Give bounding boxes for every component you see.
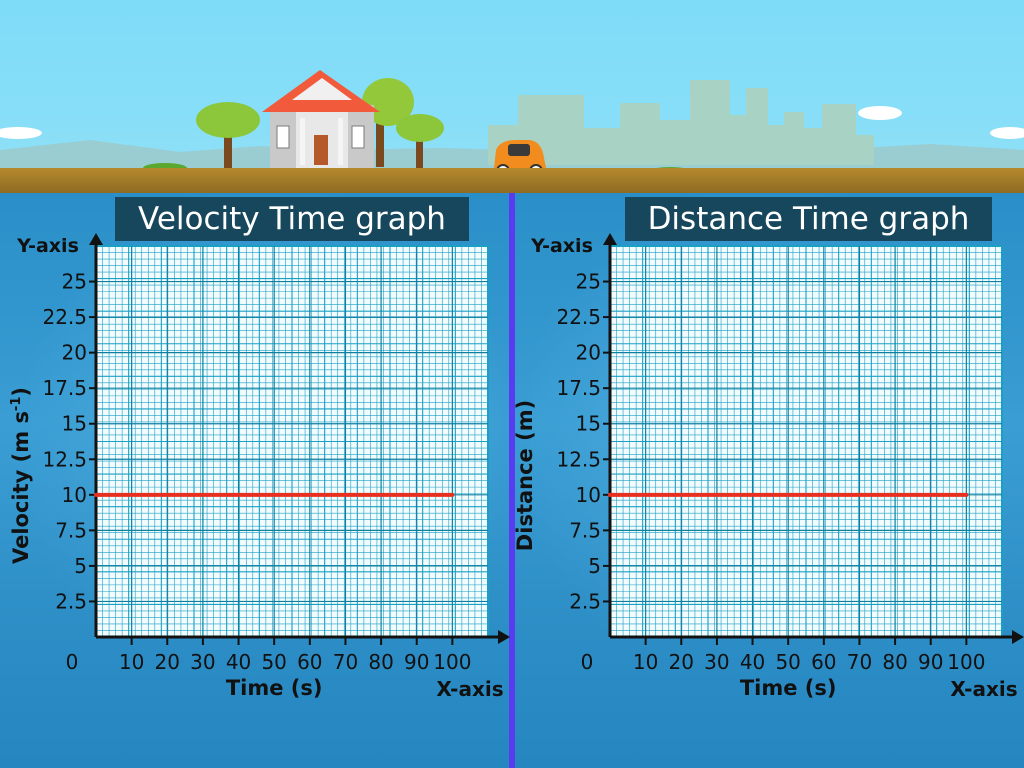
x-tick-label: 50	[775, 650, 800, 674]
y-tick-label: 15	[62, 412, 87, 436]
x-tick-label: 20	[669, 650, 694, 674]
x-tick-label: 20	[155, 650, 180, 674]
x-tick-label: 80	[882, 650, 907, 674]
y-axis-title: Distance (m)	[513, 400, 537, 551]
ground-strip	[0, 168, 1024, 194]
x-tick-label: 40	[226, 650, 251, 674]
y-axis-arrow-icon	[603, 233, 617, 245]
x-tick-label: 50	[261, 650, 286, 674]
grid-lines	[610, 246, 1002, 637]
origin-label: 0	[581, 650, 594, 674]
y-tick-label: 12.5	[556, 447, 601, 471]
tree-icon	[196, 78, 444, 168]
x-tick-label: 70	[333, 650, 358, 674]
y-tick-label: 2.5	[55, 589, 87, 613]
x-axis-arrow-icon	[1012, 630, 1024, 644]
y-axis-name: Y-axis	[530, 235, 593, 257]
y-tick-label: 17.5	[42, 376, 87, 400]
x-axis-name: X-axis	[950, 677, 1017, 701]
y-tick-label: 12.5	[42, 447, 87, 471]
y-tick-label: 25	[62, 270, 87, 294]
x-axis-name: X-axis	[436, 677, 503, 701]
x-tick-label: 70	[847, 650, 872, 674]
origin-label: 0	[66, 650, 79, 674]
x-tick-label: 60	[297, 650, 322, 674]
x-tick-label: 10	[119, 650, 144, 674]
y-axis-title-main: Velocity (m s	[9, 411, 33, 564]
y-axis-arrow-icon	[89, 233, 103, 245]
y-tick-label: 5	[588, 554, 601, 578]
y-tick-label: 7.5	[55, 518, 87, 542]
chart-title-velocity: Velocity Time graph	[115, 197, 469, 241]
x-tick-label: 100	[433, 650, 471, 674]
x-axis-title: Time (s)	[740, 676, 837, 700]
house-icon	[262, 70, 380, 170]
y-tick-label: 17.5	[556, 376, 601, 400]
x-tick-label: 40	[740, 650, 765, 674]
y-tick-label: 15	[576, 412, 601, 436]
x-tick-label: 90	[404, 650, 429, 674]
y-axis-title: Velocity (m s-1)	[9, 387, 33, 564]
x-tick-label: 30	[704, 650, 729, 674]
y-tick-label: 22.5	[556, 305, 601, 329]
y-tick-label: 2.5	[569, 589, 601, 613]
grid-lines	[96, 246, 488, 637]
x-axis-title: Time (s)	[226, 676, 323, 700]
x-tick-label: 90	[918, 650, 943, 674]
y-tick-label: 25	[576, 270, 601, 294]
cloud-icon	[0, 106, 1024, 139]
y-tick-label: 20	[62, 341, 87, 365]
y-axis-title-close: )	[9, 387, 33, 397]
y-tick-label: 10	[62, 483, 87, 507]
x-tick-label: 10	[633, 650, 658, 674]
y-axis-title-superscript: -1	[9, 397, 24, 411]
y-axis-name: Y-axis	[16, 235, 79, 257]
landscape	[0, 70, 1024, 178]
x-tick-label: 60	[811, 650, 836, 674]
y-tick-label: 20	[576, 341, 601, 365]
x-axis-arrow-icon	[498, 630, 510, 644]
x-tick-label: 80	[368, 650, 393, 674]
chart-title-distance: Distance Time graph	[625, 197, 992, 241]
x-tick-label: 100	[947, 650, 985, 674]
panel-divider	[509, 193, 515, 768]
y-tick-label: 7.5	[569, 518, 601, 542]
y-tick-label: 5	[74, 554, 87, 578]
y-tick-label: 10	[576, 483, 601, 507]
x-tick-label: 30	[190, 650, 215, 674]
y-tick-label: 22.5	[42, 305, 87, 329]
